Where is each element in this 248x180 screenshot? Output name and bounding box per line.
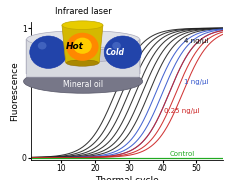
Circle shape — [30, 36, 67, 68]
Ellipse shape — [66, 60, 98, 66]
FancyBboxPatch shape — [27, 39, 139, 77]
Circle shape — [73, 38, 92, 54]
Circle shape — [104, 36, 141, 68]
Ellipse shape — [24, 69, 143, 93]
Text: Control: Control — [169, 151, 194, 157]
Ellipse shape — [37, 49, 129, 62]
FancyBboxPatch shape — [26, 39, 32, 74]
Circle shape — [112, 42, 121, 50]
Polygon shape — [62, 25, 103, 63]
Text: 1 ng/μl: 1 ng/μl — [185, 80, 209, 86]
Text: Cold: Cold — [106, 48, 125, 57]
Text: Mineral oil: Mineral oil — [63, 80, 103, 89]
Circle shape — [38, 42, 47, 50]
FancyBboxPatch shape — [134, 39, 140, 74]
Text: Hot: Hot — [65, 42, 83, 51]
Text: Infrared laser: Infrared laser — [55, 7, 111, 16]
Circle shape — [66, 33, 98, 61]
Y-axis label: Fluorescence: Fluorescence — [10, 61, 19, 121]
Ellipse shape — [62, 21, 103, 30]
Text: 4 ng/μl: 4 ng/μl — [185, 38, 209, 44]
Ellipse shape — [27, 31, 139, 48]
Text: 0.25 ng/μl: 0.25 ng/μl — [164, 108, 200, 114]
X-axis label: Thermal cycle: Thermal cycle — [95, 176, 159, 180]
